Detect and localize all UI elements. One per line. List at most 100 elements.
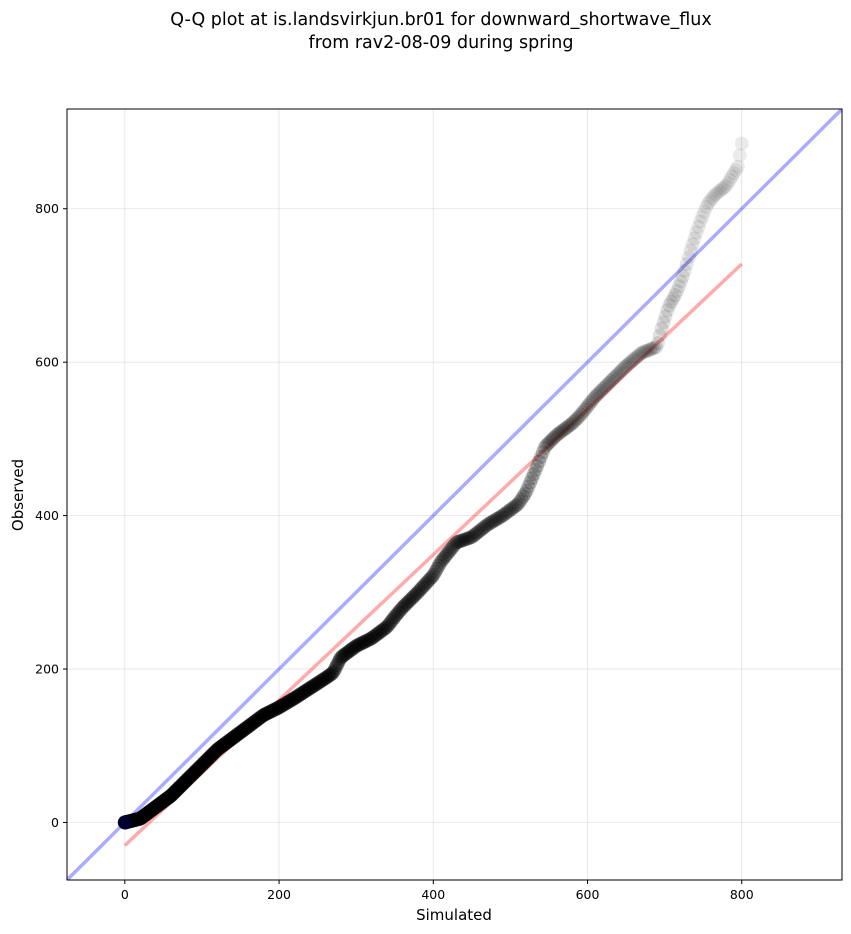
qq-point (596, 381, 611, 396)
qq-point (505, 501, 520, 516)
qq-point (509, 498, 524, 513)
qq-point (371, 626, 386, 641)
qq-point (426, 567, 441, 582)
qq-point (553, 424, 568, 439)
qq-point (494, 509, 509, 524)
qq-point (594, 383, 609, 398)
qq-point (402, 594, 417, 609)
qq-point (477, 519, 492, 534)
qq-point (277, 697, 292, 712)
qq-point (244, 716, 259, 731)
qq-point (405, 590, 420, 605)
qq-point (423, 571, 438, 586)
qq-point (209, 743, 224, 758)
qq-point (607, 370, 622, 385)
qq-point (196, 756, 211, 771)
qq-point (559, 420, 574, 435)
qq-point (287, 691, 302, 706)
qq-point (213, 740, 228, 755)
qq-point (474, 522, 489, 537)
qq-point (234, 724, 249, 739)
qq-point (270, 701, 285, 716)
qq-point (188, 764, 203, 779)
qq-point (320, 669, 335, 684)
qq-point (652, 328, 667, 343)
qq-point (470, 525, 485, 540)
qq-point (221, 734, 236, 749)
qq-point (622, 356, 637, 371)
qq-point (631, 348, 646, 363)
qq-point (231, 726, 246, 741)
qq-point (528, 462, 543, 477)
qq-point (357, 634, 372, 649)
qq-point (420, 575, 435, 590)
qq-point (701, 196, 716, 211)
qq-point (303, 680, 318, 695)
qq-point (611, 366, 626, 381)
qq-point (629, 349, 644, 364)
qq-point (198, 754, 213, 769)
qq-point (365, 630, 380, 645)
qq-point (588, 389, 603, 404)
qq-point (322, 668, 337, 683)
qq-point (620, 357, 635, 372)
qq-point (248, 713, 263, 728)
qq-point (332, 652, 347, 667)
qq-point (247, 714, 262, 729)
qq-point (250, 712, 265, 727)
qq-point (577, 402, 592, 417)
y-tick-label: 0 (51, 815, 59, 830)
qq-point (647, 340, 662, 355)
qq-point (392, 604, 407, 619)
qq-point (455, 533, 470, 548)
qq-point (366, 629, 381, 644)
qq-point (377, 621, 392, 636)
qq-point (265, 703, 280, 718)
qq-point (243, 717, 258, 732)
qq-point (440, 547, 455, 562)
qq-point (679, 257, 694, 272)
qq-point (339, 646, 354, 661)
qq-point (724, 169, 739, 184)
qq-point (664, 294, 679, 309)
qq-point (456, 532, 471, 547)
qq-point (186, 766, 201, 781)
qq-point (614, 363, 629, 378)
qq-point (195, 757, 210, 772)
qq-point (681, 250, 696, 265)
qq-point (498, 506, 513, 521)
qq-point (697, 204, 712, 219)
qq-point (435, 553, 450, 568)
qq-point (300, 682, 315, 697)
qq-point (262, 705, 277, 720)
qq-point (451, 534, 466, 549)
qq-point (533, 449, 548, 464)
qq-point (525, 471, 540, 486)
qq-point (184, 767, 199, 782)
qq-point (712, 183, 727, 198)
qq-point (360, 633, 375, 648)
qq-point (458, 532, 473, 547)
qq-point (334, 649, 349, 664)
qq-point (530, 458, 545, 473)
qq-point (472, 524, 487, 539)
qq-point (301, 681, 316, 696)
qq-point (342, 644, 357, 659)
qq-point (281, 694, 296, 709)
qq-point (564, 416, 579, 431)
qq-point (584, 393, 599, 408)
qq-point (284, 692, 299, 707)
x-tick-label: 600 (576, 887, 600, 902)
qq-point (572, 409, 587, 424)
qq-point (648, 340, 663, 355)
grid (67, 109, 842, 880)
qq-point (566, 415, 581, 430)
qq-point (548, 429, 563, 444)
qq-point (428, 564, 443, 579)
qq-point (562, 418, 577, 433)
qq-point (331, 655, 346, 670)
qq-point (326, 664, 341, 679)
qq-point (194, 758, 209, 773)
y-tick-label: 800 (35, 201, 59, 216)
y-axis-label: Observed (9, 459, 27, 531)
